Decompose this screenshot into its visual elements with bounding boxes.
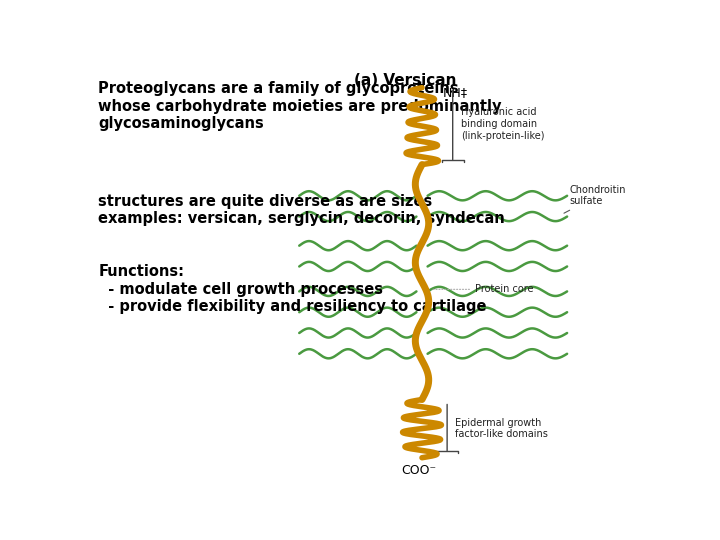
Text: Functions:
  - modulate cell growth processes
  - provide flexibility and resili: Functions: - modulate cell growth proces… <box>99 265 487 314</box>
Text: Proteoglycans are a family of glycoproteins
whose carbohydrate moieties are pred: Proteoglycans are a family of glycoprote… <box>99 82 502 131</box>
Text: structures are quite diverse as are sizes
examples: versican, serglycin, decorin: structures are quite diverse as are size… <box>99 194 505 226</box>
Text: (a) Versican: (a) Versican <box>354 73 456 88</box>
Text: NH‡: NH‡ <box>444 85 468 99</box>
Text: Hyaluronic acid
binding domain
(link-protein-like): Hyaluronic acid binding domain (link-pro… <box>461 107 544 140</box>
Text: COO⁻: COO⁻ <box>402 464 437 477</box>
Text: Chondroitin
sulfate: Chondroitin sulfate <box>564 185 626 213</box>
Text: Epidermal growth
factor-like domains: Epidermal growth factor-like domains <box>456 418 549 440</box>
Text: Protein core: Protein core <box>431 285 534 294</box>
